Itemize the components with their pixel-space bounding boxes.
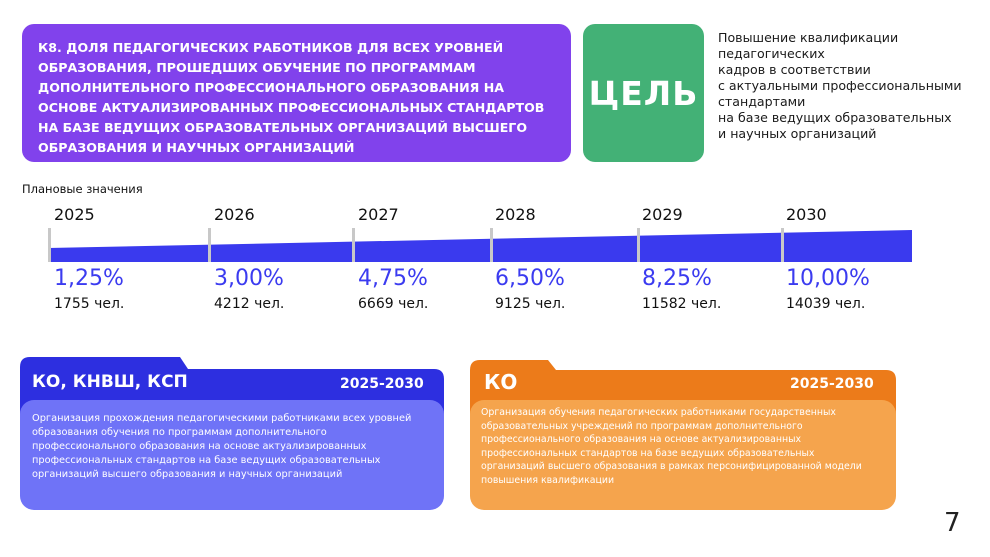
timeline-tick <box>781 228 784 262</box>
year-label: 2027 <box>358 205 399 224</box>
year-label: 2026 <box>214 205 255 224</box>
year-label: 2028 <box>495 205 536 224</box>
goal-line: педагогических <box>718 46 825 61</box>
growth-bar <box>48 230 912 262</box>
goal-line: с актуальными профессиональными <box>718 78 962 93</box>
goal-label: ЦЕЛЬ <box>588 73 699 113</box>
people-count: 6669 чел. <box>358 296 429 312</box>
card-text-blue: Организация прохождения педагогическими … <box>32 413 412 480</box>
percent-value: 8,25% <box>642 266 712 291</box>
goal-line: Повышение квалификации <box>718 30 899 45</box>
year-label: 2029 <box>642 205 683 224</box>
card-title-orange: КО <box>484 370 518 394</box>
card-period-blue: 2025-2030 <box>340 376 424 392</box>
card-title-blue: КО, КНВШ, КСП <box>32 372 188 392</box>
percent-value: 1,25% <box>54 266 124 291</box>
card-body-orange <box>470 400 896 510</box>
timeline-tick <box>352 228 355 262</box>
planned-values-label: Плановые значения <box>22 182 143 196</box>
goal-line: стандартами <box>718 94 806 109</box>
card-period-orange: 2025-2030 <box>790 376 874 392</box>
percent-value: 4,75% <box>358 266 428 291</box>
page-number: 7 <box>944 508 961 538</box>
people-count: 4212 чел. <box>214 296 285 312</box>
people-count: 11582 чел. <box>642 296 722 312</box>
goal-description: Повышение квалификации педагогических ка… <box>718 30 978 142</box>
percent-value: 3,00% <box>214 266 284 291</box>
timeline-tick <box>490 228 493 262</box>
people-count: 1755 чел. <box>54 296 125 312</box>
goal-line: кадров в соответствии <box>718 62 871 77</box>
card-text-orange: Организация обучения педагогических рабо… <box>481 407 862 486</box>
indicator-title: К8. ДОЛЯ ПЕДАГОГИЧЕСКИХ РАБОТНИКОВ ДЛЯ В… <box>38 40 545 155</box>
year-label: 2030 <box>786 205 827 224</box>
timeline-tick <box>637 228 640 262</box>
indicator-header-box: К8. ДОЛЯ ПЕДАГОГИЧЕСКИХ РАБОТНИКОВ ДЛЯ В… <box>22 24 571 162</box>
people-count: 14039 чел. <box>786 296 866 312</box>
timeline-tick <box>48 228 51 262</box>
timeline-tick <box>208 228 211 262</box>
goal-line: и научных организаций <box>718 126 877 141</box>
people-count: 9125 чел. <box>495 296 566 312</box>
goal-line: на базе ведущих образовательных <box>718 110 952 125</box>
goal-box: ЦЕЛЬ <box>583 24 704 162</box>
growth-bar-shape <box>48 230 912 262</box>
card-body-blue <box>20 400 444 510</box>
percent-value: 10,00% <box>786 266 870 291</box>
year-label: 2025 <box>54 205 95 224</box>
percent-value: 6,50% <box>495 266 565 291</box>
